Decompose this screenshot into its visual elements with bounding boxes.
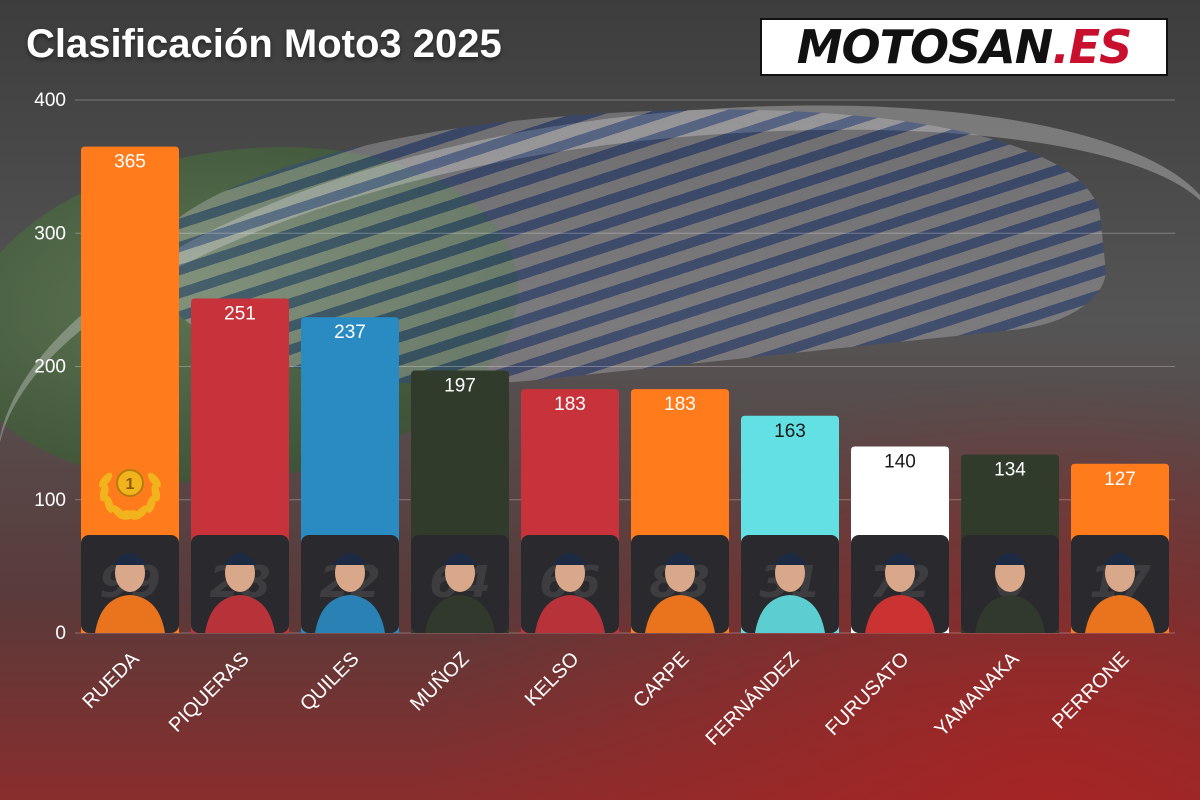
y-tick-label: 200 [34,357,66,378]
x-category-label: YAMANAKA [930,648,1024,742]
rider-suit-icon [645,595,715,633]
rider-cap-icon [773,553,807,565]
rider-suit-icon [975,595,1045,633]
bar-value-label: 140 [884,451,916,472]
rider-suit-icon [315,595,385,633]
x-category-label: FURUSATO [822,648,914,740]
rider-cap-icon [443,553,477,565]
bar-group[interactable]: 19764 [411,370,509,633]
bar-group[interactable]: 1346 [961,454,1059,633]
bar-value-label: 183 [554,394,586,415]
bar-group[interactable]: 23722 [301,317,399,633]
x-category-label: CARPE [629,648,693,712]
bar[interactable] [81,146,179,633]
rider-cap-icon [333,553,367,565]
bar-group[interactable]: 14072 [851,446,949,633]
x-axis: RUEDA PIQUERAS QUILES MUÑOZ KELSO CARPE FERNÁN… [78,647,1133,750]
laurel-medal-icon: 1 [99,469,161,520]
bar-group[interactable]: 16331 [741,415,839,633]
rider-cap-icon [993,553,1027,565]
x-category-label: KELSO [521,648,584,711]
y-axis: 0 100 200 300 400 [34,90,66,644]
x-category-label: RUEDA [78,648,144,714]
rider-suit-icon [755,595,825,633]
bar-group[interactable]: 12717 [1071,463,1169,633]
bar-value-label: 365 [114,152,146,173]
x-category-label: PERRONE [1048,648,1133,733]
bar-value-label: 237 [334,322,366,343]
rider-suit-icon [95,595,165,633]
rider-cap-icon [663,553,697,565]
bar-value-label: 127 [1104,469,1136,490]
bar-group[interactable]: 18383 [631,389,729,633]
rider-suit-icon [425,595,495,633]
bar-group[interactable]: 25128 [191,298,289,633]
motosan-logo[interactable]: MOTOSAN .ES [760,18,1168,76]
bar-group[interactable]: 36599 [81,146,179,633]
y-tick-label: 100 [34,490,66,511]
rider-suit-icon [205,595,275,633]
rider-suit-icon [1085,595,1155,633]
rider-cap-icon [553,553,587,565]
bar-value-label: 163 [774,421,806,442]
x-category-label: FERNÁNDEZ [701,647,804,750]
x-category-label: MUÑOZ [405,647,474,716]
logo-name: MOTOSAN [796,20,1054,74]
x-category-label: QUILES [296,648,363,715]
y-tick-label: 400 [34,90,66,111]
bars: 3659925128237221976418366183831633114072… [81,146,1169,633]
x-category-label: PIQUERAS [165,648,254,737]
logo-tld: .ES [1052,20,1132,74]
rider-suit-icon [865,595,935,633]
rider-suit-icon [535,595,605,633]
chart-title: Clasificación Moto3 2025 [26,22,502,66]
medal-rank: 1 [126,476,135,493]
bar-value-label: 134 [994,459,1026,480]
y-tick-label: 300 [34,223,66,244]
bar-value-label: 251 [224,304,256,325]
y-tick-label: 0 [55,623,66,644]
rider-cap-icon [223,553,257,565]
rider-cap-icon [883,553,917,565]
bar-value-label: 183 [664,394,696,415]
rider-cap-icon [113,553,147,565]
bar-value-label: 197 [444,375,476,396]
rider-cap-icon [1103,553,1137,565]
bar-group[interactable]: 18366 [521,389,619,633]
